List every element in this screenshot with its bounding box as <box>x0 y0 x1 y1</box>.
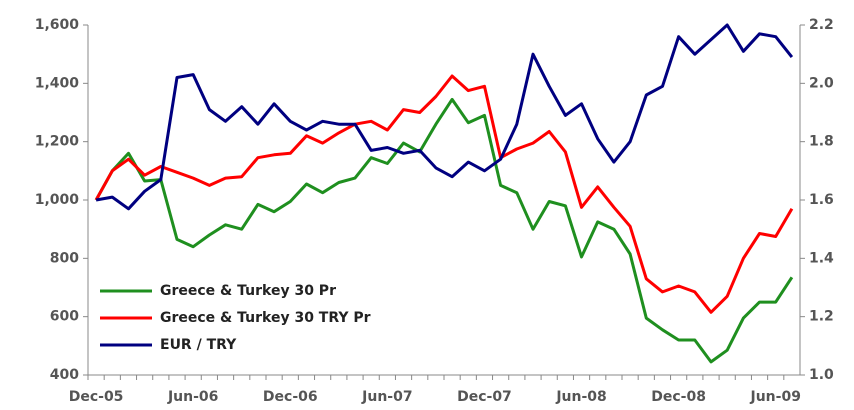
x-tick-label: Jun-07 <box>361 389 412 405</box>
y-tick-label: 1,400 <box>35 75 80 91</box>
line-series <box>95 23 794 211</box>
y2-tick-label: 1.6 <box>809 192 834 208</box>
line-series <box>94 97 794 364</box>
x-tick-label: Dec-05 <box>69 389 124 405</box>
y-tick-label: 1,600 <box>35 17 80 33</box>
y2-tick-label: 2.2 <box>809 17 834 33</box>
line-series <box>94 74 794 314</box>
y2-tick-label: 1.4 <box>809 250 834 266</box>
x-tick-label: Jun-09 <box>750 389 801 405</box>
legend-label: EUR / TRY <box>160 337 237 353</box>
y-tick-label: 400 <box>50 367 79 383</box>
legend-label: Greece & Turkey 30 Pr <box>160 283 336 299</box>
y2-tick-label: 1.8 <box>809 134 834 150</box>
x-tick-label: Dec-08 <box>651 389 706 405</box>
y-tick-label: 1,200 <box>35 134 80 150</box>
y2-tick-label: 1.2 <box>809 309 834 325</box>
x-tick-label: Jun-06 <box>167 389 218 405</box>
y-tick-label: 800 <box>50 250 79 266</box>
y2-tick-label: 1.0 <box>809 367 834 383</box>
legend-label: Greece & Turkey 30 TRY Pr <box>160 310 371 326</box>
y2-tick-label: 2.0 <box>809 75 834 91</box>
x-tick-label: Jun-08 <box>555 389 606 405</box>
y-tick-label: 1,000 <box>35 192 80 208</box>
x-tick-label: Dec-07 <box>457 389 512 405</box>
y-tick-label: 600 <box>50 309 79 325</box>
x-tick-label: Dec-06 <box>263 389 318 405</box>
